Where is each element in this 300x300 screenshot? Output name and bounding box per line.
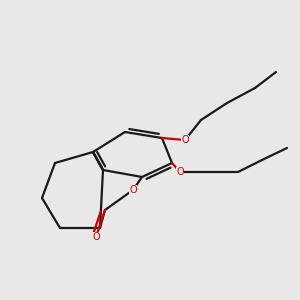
- Text: O: O: [92, 232, 100, 242]
- Text: O: O: [176, 167, 184, 177]
- Text: O: O: [129, 185, 137, 195]
- Text: O: O: [181, 135, 189, 145]
